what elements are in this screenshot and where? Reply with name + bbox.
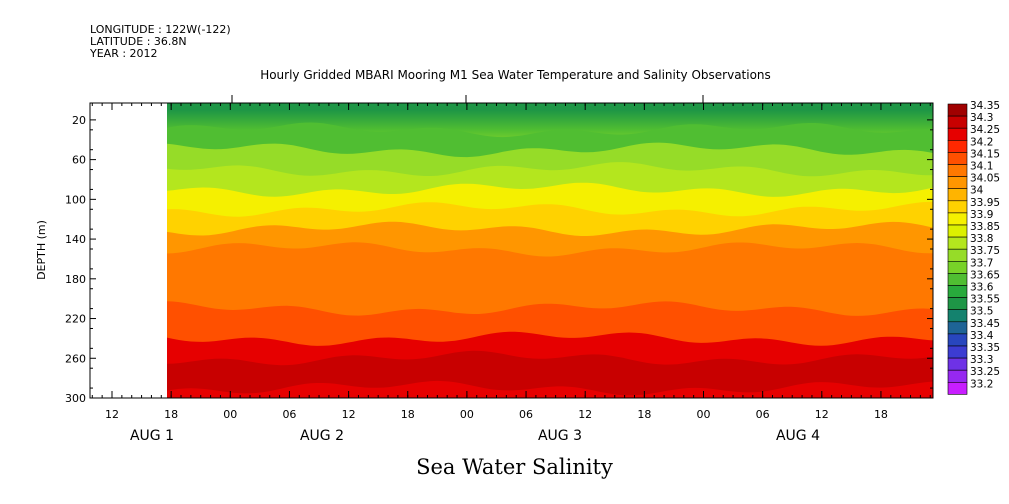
x-day-label: AUG 3: [538, 428, 582, 444]
legend-swatch: [947, 309, 968, 323]
x-hour-label: 12: [342, 408, 356, 421]
legend-label: 33.9: [970, 209, 993, 221]
y-tick-label: 60: [72, 154, 86, 167]
x-hour-label: 18: [401, 408, 415, 421]
legend-swatch: [947, 321, 968, 335]
legend-label: 33.25: [970, 366, 1000, 378]
legend-swatch: [947, 152, 968, 165]
legend-swatch: [947, 224, 968, 238]
legend-label: 34.35: [970, 100, 1000, 112]
legend-label: 34.05: [970, 173, 1000, 185]
salinity-contour-band: [167, 350, 933, 398]
variable-title: Sea Water Salinity: [416, 455, 613, 479]
legend-swatch: [947, 369, 968, 383]
salinity-contour-band: [167, 380, 933, 398]
legend-label: 33.4: [970, 330, 994, 342]
legend-label: 33.65: [970, 269, 1000, 281]
y-tick-label: 300: [65, 392, 86, 405]
salinity-field: [167, 103, 933, 398]
y-tick-label: 260: [65, 352, 86, 365]
legend-swatch: [947, 115, 968, 129]
legend-swatch: [947, 248, 968, 262]
x-hour-label: 12: [578, 408, 592, 421]
legend-label: 34.15: [970, 148, 1000, 160]
legend-label: 33.45: [970, 318, 1000, 330]
x-day-label: AUG 1: [130, 428, 174, 444]
legend-swatch: [947, 188, 968, 202]
x-hour-label: 06: [756, 408, 770, 421]
x-hour-label: 06: [282, 408, 296, 421]
legend-label: 33.5: [970, 306, 993, 318]
legend-label: 34: [970, 185, 984, 197]
y-tick-label: 220: [65, 313, 86, 326]
legend-swatch: [947, 236, 968, 250]
x-hour-label: 06: [519, 408, 533, 421]
year-label: YEAR : 2012: [90, 47, 158, 60]
legend-label: 33.6: [970, 282, 994, 294]
y-tick-label: 140: [65, 233, 86, 246]
legend-label: 33.8: [970, 233, 993, 245]
legend-swatch: [947, 357, 968, 371]
x-day-label: AUG 4: [776, 428, 820, 444]
legend-swatch: [947, 176, 968, 190]
legend-swatch: [947, 273, 968, 286]
legend-label: 34.25: [970, 124, 1000, 136]
legend-swatch: [947, 200, 968, 214]
x-hour-label: 18: [164, 408, 178, 421]
longitude-label: LONGITUDE : 122W(-122): [90, 23, 231, 36]
x-hour-label: 12: [105, 408, 119, 421]
legend-swatch: [947, 381, 968, 395]
x-hour-label: 00: [223, 408, 237, 421]
axes: 20 60 100 140 180 220 260 300 12 18 00 06 12 18 00 06 12…: [65, 95, 933, 444]
plot-frame: [89, 102, 934, 399]
y-tick-label: 20: [72, 114, 86, 127]
legend-swatch: [947, 333, 968, 347]
legend-swatch: [947, 260, 968, 274]
legend-label: 33.2: [970, 378, 993, 390]
legend-label: 34.2: [970, 136, 993, 148]
color-legend: 34.3534.334.2534.234.1534.134.053433.953…: [947, 100, 1000, 395]
legend-swatch: [947, 212, 968, 226]
legend-swatch: [947, 103, 968, 117]
x-hour-label: 00: [697, 408, 711, 421]
legend-label: 34.3: [970, 112, 993, 124]
chart-title: Hourly Gridded MBARI Mooring M1 Sea Wate…: [260, 68, 771, 82]
legend-label: 34.1: [970, 161, 993, 173]
y-tick-label: 100: [65, 193, 86, 206]
legend-label: 33.3: [970, 354, 993, 366]
legend-swatch: [947, 285, 968, 298]
latitude-label: LATITUDE : 36.8N: [90, 35, 187, 48]
legend-label: 33.75: [970, 245, 1000, 257]
legend-swatch: [947, 164, 968, 177]
x-hour-label: 18: [874, 408, 888, 421]
legend-swatch: [947, 140, 968, 153]
legend-label: 33.35: [970, 342, 1000, 354]
y-tick-label: 180: [65, 273, 86, 286]
x-day-label: AUG 2: [300, 428, 344, 444]
x-hour-label: 12: [815, 408, 829, 421]
x-hour-label: 00: [460, 408, 474, 421]
legend-label: 33.55: [970, 294, 1000, 306]
legend-label: 33.85: [970, 221, 1000, 233]
legend-label: 33.95: [970, 197, 1000, 209]
legend-swatch: [947, 345, 968, 359]
legend-label: 33.7: [970, 257, 993, 269]
legend-swatch: [947, 297, 968, 311]
y-axis-label: DEPTH (m): [35, 220, 48, 280]
legend-swatch: [947, 127, 968, 141]
x-hour-label: 18: [637, 408, 651, 421]
